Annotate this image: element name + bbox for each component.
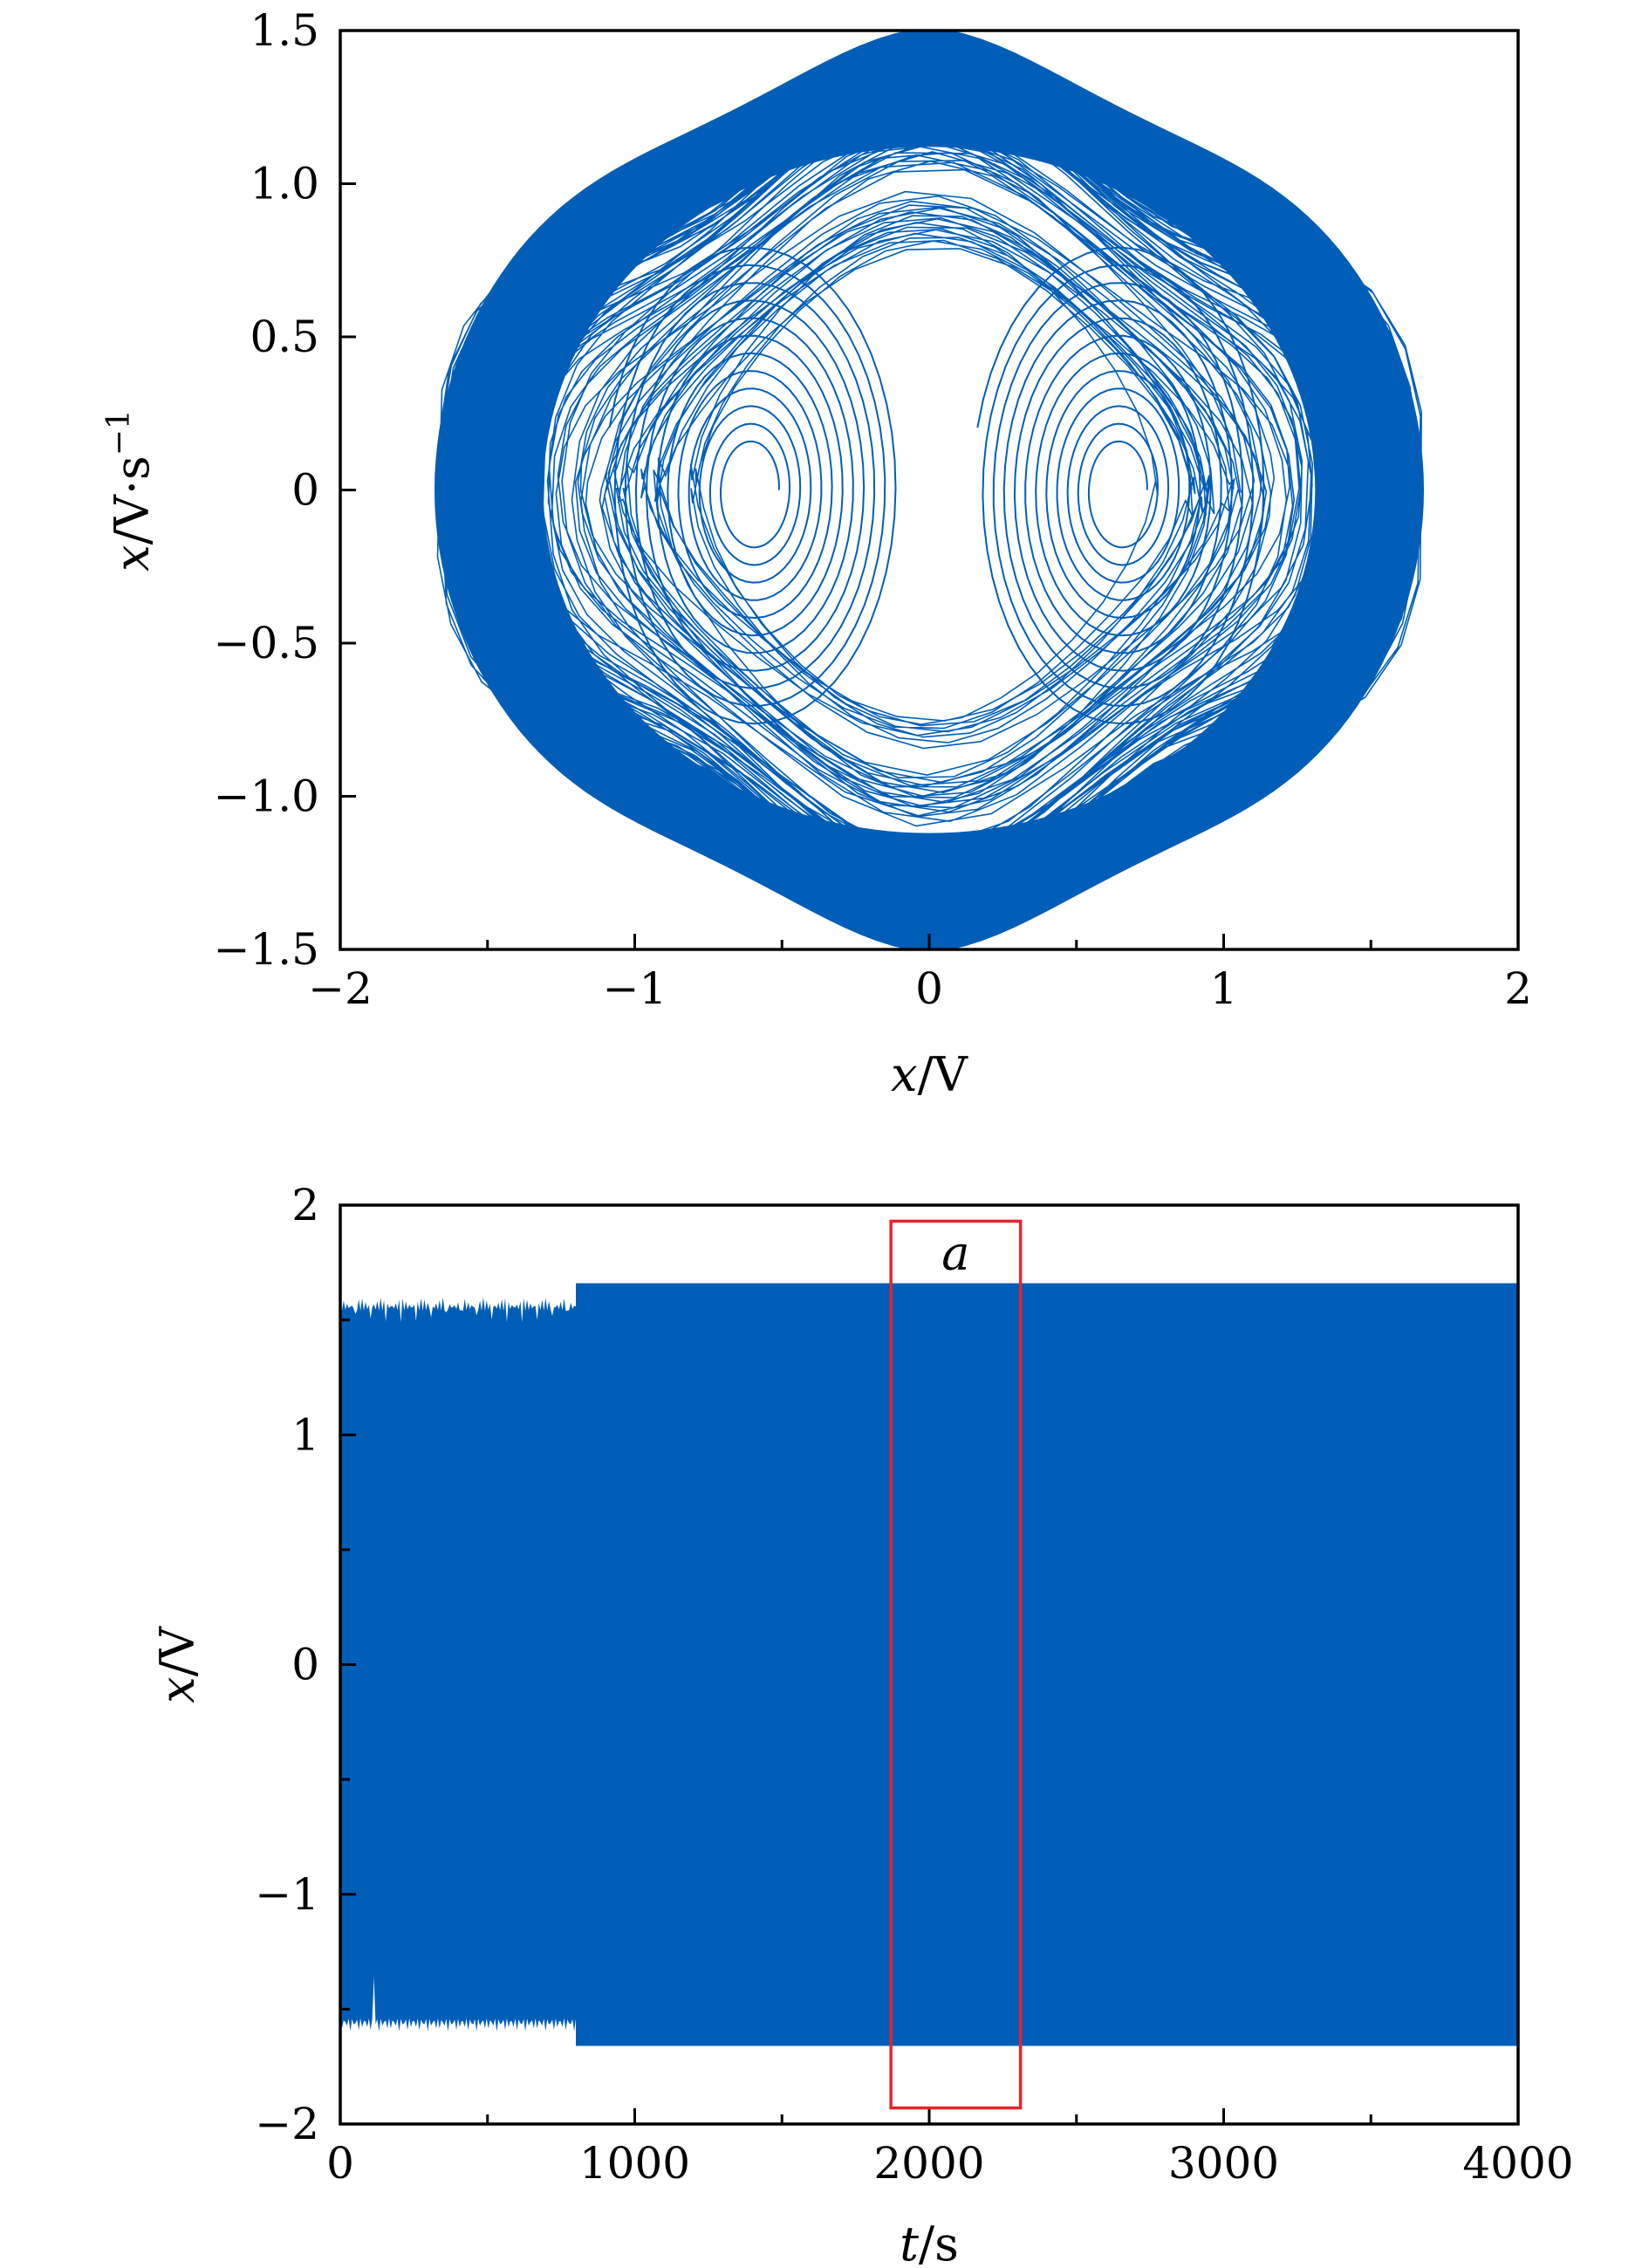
x-tick-label: −1 xyxy=(603,963,667,1014)
annotation-rect xyxy=(889,1219,1023,2110)
x-tick-label: 2000 xyxy=(873,2138,984,2189)
phase-portrait-x-axis-title: x/V xyxy=(891,1047,968,1102)
left-lobe-spiral xyxy=(608,246,897,725)
annotation-label-bg xyxy=(893,1223,1019,1284)
time-series-x-axis-title: t/s xyxy=(900,2217,959,2268)
time-series-plot-area xyxy=(340,1283,1518,2046)
annotation-label: a xyxy=(941,1225,969,1280)
x-tick-label: 4000 xyxy=(1462,2138,1573,2189)
time-series-tick-labels: 0 1000 2000 3000 4000 −2 −1 0 1 2 xyxy=(255,1180,1573,2189)
x-tick-label: 0 xyxy=(915,963,943,1014)
y-tick-label: 0 xyxy=(291,1640,319,1690)
phase-portrait-panel: −2 −1 0 1 2 −1.5 −1.0 −0.5 0 0.5 1.0 1.5 x/V x/V·s−… xyxy=(101,5,1532,1102)
x-tick-label: −2 xyxy=(308,963,373,1014)
y-tick-label: 1.0 xyxy=(250,159,319,209)
y-tick-label: 2 xyxy=(291,1180,319,1230)
phase-portrait-tick-labels: −2 −1 0 1 2 −1.5 −1.0 −0.5 0 0.5 1.0 1.5 xyxy=(214,5,1532,1014)
y-tick-label: 0 xyxy=(291,465,319,516)
phase-portrait-y-axis-title: x/V·s−1 xyxy=(101,409,160,572)
time-series-panel: 0 1000 2000 3000 4000 −2 −1 0 1 2 a t/s x/V xyxy=(150,1180,1574,2268)
annotation-box-a: a xyxy=(889,1219,1023,2110)
y-tick-label: −1.5 xyxy=(214,924,319,975)
y-tick-label: −1 xyxy=(255,1869,319,1920)
time-series-ticks xyxy=(339,1203,1520,2126)
phase-portrait-ticks xyxy=(339,29,1520,951)
y-tick-label: −1.0 xyxy=(214,771,319,822)
time-series-transient-fill xyxy=(340,1297,576,2032)
x-tick-label: 2 xyxy=(1504,963,1532,1014)
x-tick-label: 1000 xyxy=(579,2138,690,2189)
phase-portrait-plot-area xyxy=(434,31,1424,949)
y-tick-label: −0.5 xyxy=(214,618,319,668)
time-series-y-axis-title: x/V xyxy=(150,1626,205,1703)
y-tick-label: 1.5 xyxy=(250,5,319,56)
time-series-steady-fill xyxy=(576,1283,1518,2046)
x-tick-label: 3000 xyxy=(1168,2138,1279,2189)
y-tick-label: 1 xyxy=(291,1409,319,1460)
y-tick-label: 0.5 xyxy=(250,312,319,362)
x-tick-label: 0 xyxy=(326,2138,354,2189)
right-lobe-spiral xyxy=(976,246,1265,725)
x-tick-label: 1 xyxy=(1210,963,1238,1014)
y-tick-label: −2 xyxy=(255,2099,319,2149)
